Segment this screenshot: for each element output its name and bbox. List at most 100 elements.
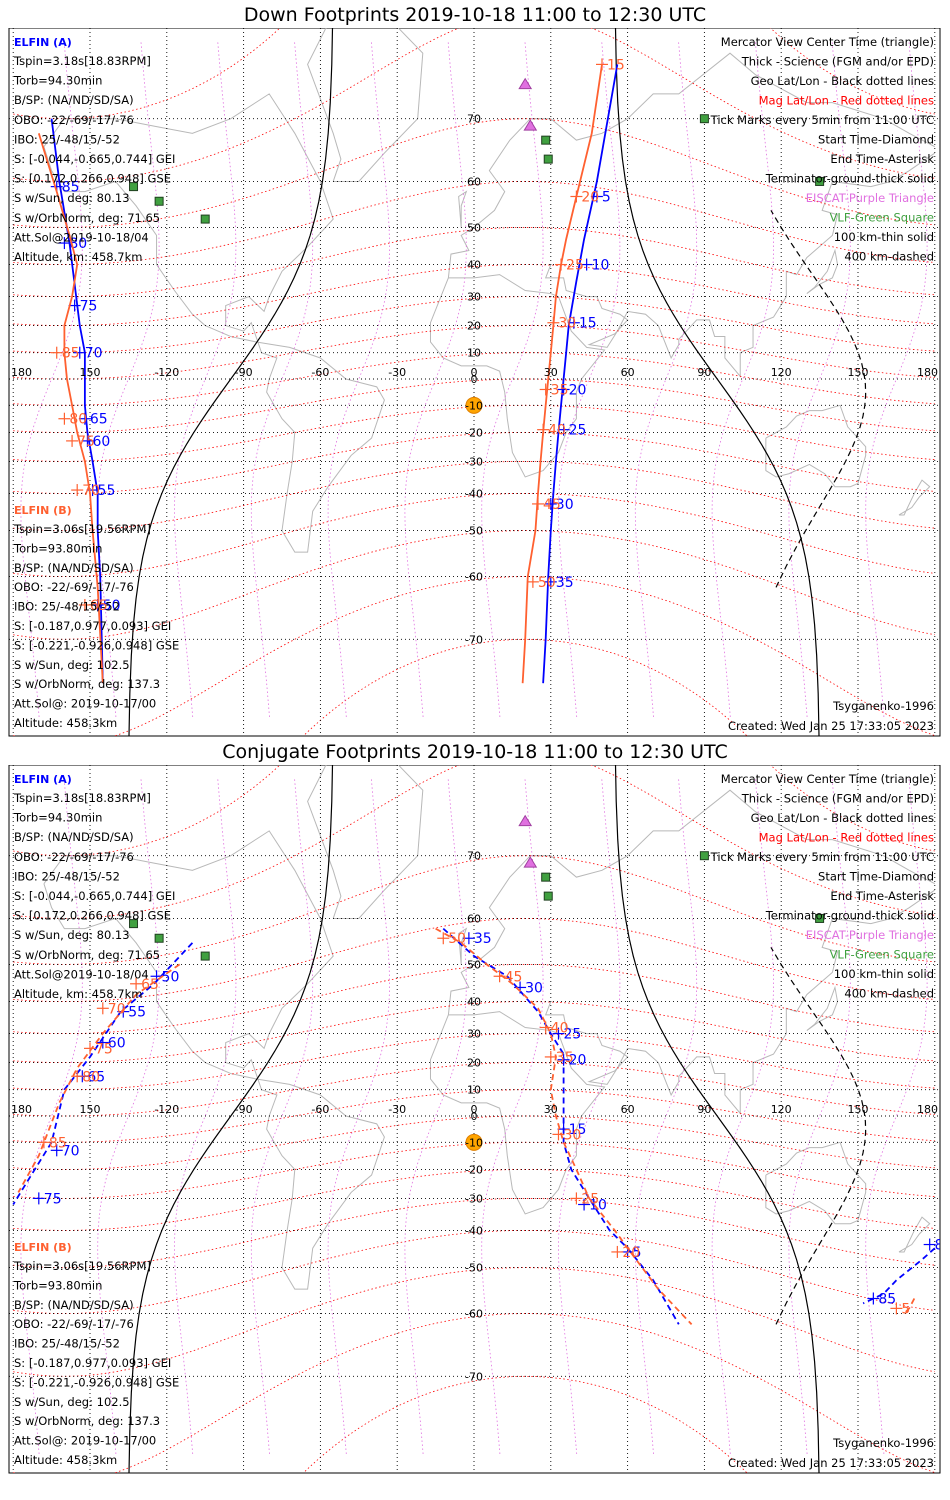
- legend-entry: Start Time-Diamond: [818, 133, 934, 147]
- mag-lat-line: [13, 855, 935, 965]
- elfin-b-info-line: IBO: 25/-48/15/-52: [14, 600, 120, 614]
- vlf-square-icon: [154, 933, 164, 943]
- mag-meridian: [327, 41, 390, 717]
- y-tick-label: 20: [467, 1057, 481, 1070]
- track-tick-label: 80: [69, 236, 87, 252]
- y-tick-label: -10: [465, 1136, 483, 1149]
- track-tick-label: 45: [505, 969, 523, 985]
- y-tick-label: 10: [467, 347, 481, 360]
- track-tick-label: 85: [62, 346, 80, 362]
- legend-entry: EISCAT-Purple Triangle: [806, 928, 934, 942]
- track-tick-label: 5: [633, 1245, 642, 1261]
- x-tick-label: 90: [697, 366, 711, 379]
- mag-lat-line: [13, 1089, 935, 1143]
- mag-meridian: [404, 778, 467, 1454]
- elfin-a-info-line: IBO: 25/-48/15/-52: [14, 869, 120, 883]
- x-tick-label: 60: [621, 1103, 635, 1116]
- legend-entry: 100 km-thin solid: [834, 230, 934, 244]
- elfin-b-info-line: OBO: -22/-69/-17/-76: [14, 1317, 134, 1331]
- x-tick-label: 150: [848, 1103, 869, 1116]
- legend-entry: Mag Lat/Lon - Red dotted lines: [759, 831, 934, 845]
- vlf-square-icon: [200, 951, 210, 961]
- mag-lat-line: [13, 1062, 935, 1117]
- coastline-5: [307, 28, 424, 182]
- map-content: 85 80 75 70 65 60 55 50 85 80 75 70 65 5 10 15 20 25 30 35 1…: [9, 28, 940, 736]
- elfin-a-info-line: Att.Sol@2019-10-18/04: [14, 967, 149, 981]
- legend-entry: Tick Marks every 5min from 11:00 UTC: [710, 850, 934, 864]
- mag-meridian: [481, 41, 544, 717]
- vlf-square-icon: [699, 114, 709, 124]
- footprint-track: [862, 1247, 936, 1305]
- mag-meridian: [404, 41, 467, 717]
- y-tick-label: -20: [465, 1163, 483, 1176]
- elfin-a-info-line: IBO: 25/-48/15/-52: [14, 132, 120, 146]
- mag-meridian: [788, 41, 851, 717]
- footprint-track: [903, 1298, 916, 1315]
- x-tick-label: 0: [471, 1103, 478, 1116]
- elfin-b-info-line: Altitude: 458.3km: [14, 1453, 117, 1467]
- track-tick-label: 65: [90, 598, 108, 614]
- mag-meridian: [174, 41, 237, 717]
- track-tick-label: 20: [569, 382, 587, 398]
- track-tick-label: 65: [87, 1069, 105, 1085]
- mag-meridian: [20, 778, 83, 1454]
- panel-title-conjugate: Conjugate Footprints 2019-10-18 11:00 to…: [222, 741, 728, 763]
- mag-meridian: [558, 778, 621, 1454]
- track-tick-label: 20: [569, 1053, 587, 1069]
- elfin-b-info-line: Tspin=3.06s[19.56RPM]: [13, 522, 151, 536]
- track-tick-label: 50: [448, 931, 466, 947]
- mag-lat-line: [13, 765, 935, 919]
- elfin-b-title: ELFIN (B): [14, 504, 72, 517]
- track-tick-label: 15: [607, 57, 625, 73]
- coastline-1: [429, 1011, 606, 1215]
- track-tick-label: 35: [474, 931, 492, 947]
- elfin-b-info-line: S: [-0.221,-0.926,0.948] GSE: [14, 638, 179, 652]
- legend-entry: Thick - Science (FGM and/or EPD): [741, 55, 934, 69]
- y-tick-label: 50: [467, 221, 481, 234]
- y-tick-label: 10: [467, 1084, 481, 1097]
- coastline-2: [447, 52, 936, 278]
- footprint-track: [17, 963, 181, 1193]
- track-tick-label: 15: [579, 316, 597, 332]
- legend-entry: VLF-Green Square: [830, 948, 934, 962]
- coastline-8: [898, 479, 931, 516]
- mag-meridian: [558, 41, 621, 717]
- created-label: Created: Wed Jan 25 17:33:05 2023: [728, 1456, 934, 1470]
- coastline-8: [898, 1216, 931, 1253]
- sun-icon: [465, 396, 483, 414]
- conjugate-footprints-map: 5055606570756570758085353025201510550454…: [8, 765, 941, 1474]
- elfin-a-info-line: OBO: -22/-69/-17/-76: [14, 850, 134, 864]
- x-tick-label: 30: [544, 1103, 558, 1116]
- y-tick-label: -70: [465, 1370, 483, 1383]
- track-tick-label: 85: [62, 180, 80, 196]
- vlf-square-icon: [815, 176, 825, 186]
- elfin-b-info-line: Att.Sol@: 2019-10-17/00: [14, 697, 156, 711]
- coastline-1: [429, 274, 606, 478]
- elfin-a-info-line: S w/Sun, deg: 80.13: [14, 191, 130, 205]
- elfin-b-info-line: S: [-0.187,0.977,0.093] GEI: [14, 1356, 171, 1370]
- mag-meridian: [634, 41, 698, 717]
- legend-entry: 400 km-dashed: [844, 987, 934, 1001]
- created-label: Created: Wed Jan 25 17:33:05 2023: [728, 719, 934, 733]
- x-tick-label: 90: [697, 1103, 711, 1116]
- track-tick-label: 35: [551, 382, 569, 398]
- vlf-square-icon: [200, 214, 210, 224]
- track-tick-label: 65: [141, 977, 159, 993]
- elfin-a-info-line: S: [-0.044,-0.665,0.744] GEI: [14, 152, 175, 166]
- vlf-square-icon: [129, 919, 139, 929]
- coastlines: [43, 765, 936, 1290]
- mag-meridian: [20, 41, 83, 717]
- track-tick-label: 45: [543, 497, 561, 513]
- vlf-square-icon: [154, 196, 164, 206]
- eiscat-triangle-icon: [518, 814, 533, 827]
- track-tick-label: 70: [85, 346, 103, 362]
- y-tick-label: 50: [467, 958, 481, 971]
- elfin-a-info-line: S: [-0.044,-0.665,0.744] GEI: [14, 889, 175, 903]
- elfin-a-info-line: B/SP: (NA/ND/SD/SA): [14, 93, 134, 107]
- track-tick-label: 25: [563, 1027, 581, 1043]
- y-tick-label: 30: [467, 291, 481, 304]
- elfin-a-info-line: S w/OrbNorm, deg: 71.65: [14, 211, 160, 225]
- x-tick-label: 180: [11, 366, 32, 379]
- coastline-7: [806, 248, 839, 294]
- track-tick-label: 55: [128, 1005, 146, 1021]
